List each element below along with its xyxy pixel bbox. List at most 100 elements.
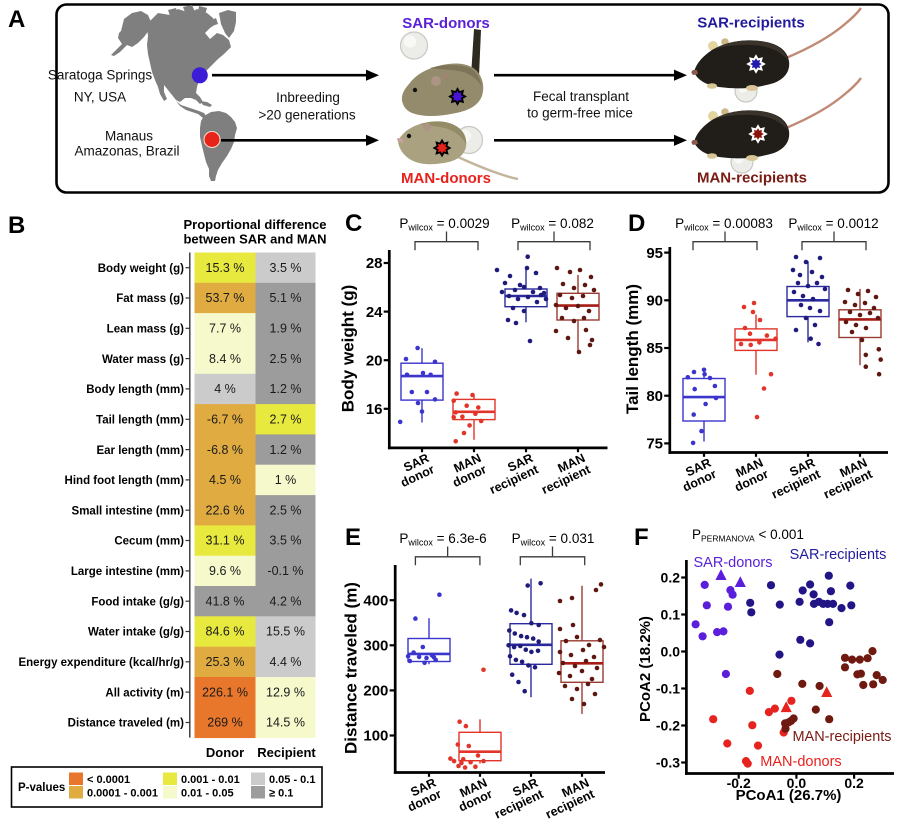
svg-text:3.5 %: 3.5 %: [270, 534, 302, 548]
svg-text:Large intestine (mm): Large intestine (mm): [71, 566, 184, 578]
svg-text:0.0: 0.0: [787, 775, 807, 791]
svg-text:SAR-recipients: SAR-recipients: [697, 15, 805, 32]
svg-text:Fecal transplant: Fecal transplant: [533, 89, 629, 104]
svg-text:84.6 %: 84.6 %: [206, 625, 245, 639]
svg-text:1.2 %: 1.2 %: [270, 443, 302, 457]
svg-text:P-values: P-values: [18, 782, 65, 794]
svg-text:Body weight (g): Body weight (g): [98, 263, 184, 275]
svg-text:80: 80: [646, 388, 663, 405]
svg-text:D: D: [628, 210, 645, 237]
svg-text:Pwilcox = 0.082: Pwilcox = 0.082: [511, 216, 594, 233]
svg-text:Pwilcox = 6.3e-6: Pwilcox = 6.3e-6: [399, 531, 486, 548]
svg-text:75: 75: [646, 436, 663, 453]
svg-text:-0.1: -0.1: [656, 680, 680, 696]
svg-text:0.0001 - 0.001: 0.0001 - 0.001: [87, 788, 158, 800]
svg-text:A: A: [8, 6, 25, 33]
svg-text:E: E: [345, 524, 361, 551]
svg-text:Tail length (mm): Tail length (mm): [96, 415, 184, 427]
svg-text:Saratoga Springs: Saratoga Springs: [48, 68, 153, 83]
svg-text:Donor: Donor: [206, 745, 244, 760]
svg-text:25.3 %: 25.3 %: [206, 655, 245, 669]
svg-text:All activity (m): All activity (m): [105, 687, 184, 699]
svg-text:4.4 %: 4.4 %: [270, 655, 302, 669]
svg-text:20: 20: [366, 352, 383, 369]
svg-text:0.0: 0.0: [661, 643, 681, 659]
svg-text:Pwilcox = 0.00083: Pwilcox = 0.00083: [675, 216, 773, 233]
svg-text:15.3 %: 15.3 %: [206, 261, 245, 275]
svg-text:0.05 - 0.1: 0.05 - 0.1: [269, 774, 315, 786]
svg-text:269 %: 269 %: [207, 716, 242, 730]
svg-text:PCoA2 (18.2%): PCoA2 (18.2%): [637, 616, 654, 722]
svg-text:C: C: [345, 210, 362, 237]
svg-text:Pwilcox = 0.031: Pwilcox = 0.031: [512, 531, 595, 548]
svg-text:85: 85: [646, 340, 663, 357]
svg-text:-6.8 %: -6.8 %: [207, 443, 243, 457]
svg-text:Small intestine (mm): Small intestine (mm): [72, 505, 185, 517]
svg-text:MAN-donors: MAN-donors: [760, 754, 841, 770]
svg-text:Inbreeding: Inbreeding: [276, 90, 340, 105]
svg-text:100: 100: [363, 728, 388, 745]
svg-text:400: 400: [363, 592, 388, 609]
svg-text:Tail length (mm): Tail length (mm): [623, 284, 642, 414]
svg-text:Cecum (mm): Cecum (mm): [114, 536, 184, 548]
svg-text:200: 200: [363, 683, 388, 700]
svg-text:0.2: 0.2: [661, 569, 681, 585]
svg-text:F: F: [634, 524, 649, 551]
svg-text:24: 24: [366, 304, 383, 321]
svg-text:2.7 %: 2.7 %: [270, 413, 302, 427]
svg-text:Amazonas, Brazil: Amazonas, Brazil: [74, 144, 179, 159]
svg-text:2.5 %: 2.5 %: [270, 503, 302, 517]
svg-text:B: B: [8, 212, 25, 239]
svg-text:1.9 %: 1.9 %: [270, 322, 302, 336]
svg-text:4.2 %: 4.2 %: [270, 594, 302, 608]
svg-text:226.1 %: 226.1 %: [202, 685, 248, 699]
svg-text:300: 300: [363, 638, 388, 655]
svg-text:Manaus: Manaus: [105, 129, 153, 144]
svg-text:MAN-recipients: MAN-recipients: [697, 170, 807, 187]
svg-text:Distance traveled (m): Distance traveled (m): [68, 718, 184, 730]
svg-text:NY, USA: NY, USA: [74, 90, 126, 105]
svg-text:0.001 - 0.01: 0.001 - 0.01: [181, 774, 240, 786]
svg-text:Body length (mm): Body length (mm): [86, 384, 184, 396]
svg-text:Pwilcox = 0.0029: Pwilcox = 0.0029: [399, 216, 489, 233]
svg-text:1 %: 1 %: [275, 473, 297, 487]
svg-text:4 %: 4 %: [214, 382, 236, 396]
svg-text:MAN-donors: MAN-donors: [401, 170, 491, 187]
svg-text:Fat mass (g): Fat mass (g): [116, 293, 184, 305]
svg-text:0.2: 0.2: [844, 775, 864, 791]
svg-text:-6.7 %: -6.7 %: [207, 413, 243, 427]
svg-text:31.1 %: 31.1 %: [206, 534, 245, 548]
svg-text:-0.2: -0.2: [727, 775, 751, 791]
svg-text:MAN-recipients: MAN-recipients: [792, 729, 891, 745]
svg-text:PCoA1 (26.7%): PCoA1 (26.7%): [736, 787, 842, 804]
svg-text:95: 95: [646, 245, 663, 262]
svg-text:15.5 %: 15.5 %: [266, 625, 305, 639]
svg-text:Food intake (g/g): Food intake (g/g): [91, 596, 184, 608]
svg-text:< 0.0001: < 0.0001: [87, 774, 130, 786]
svg-text:Proportional difference: Proportional difference: [183, 217, 326, 232]
svg-text:Body weight (g): Body weight (g): [339, 285, 358, 412]
svg-text:>20 generations: >20 generations: [258, 108, 355, 123]
svg-text:53.7 %: 53.7 %: [206, 291, 245, 305]
svg-text:SAR-donors: SAR-donors: [402, 15, 490, 32]
svg-text:2.5 %: 2.5 %: [270, 352, 302, 366]
svg-text:1.2 %: 1.2 %: [270, 382, 302, 396]
svg-text:90: 90: [646, 293, 663, 310]
svg-text:Water mass (g): Water mass (g): [102, 354, 184, 366]
svg-text:14.5 %: 14.5 %: [266, 716, 305, 730]
svg-text:Hind foot length (mm): Hind foot length (mm): [65, 475, 185, 487]
svg-text:16: 16: [366, 401, 383, 418]
svg-text:28: 28: [366, 255, 383, 272]
svg-text:0.01 - 0.05: 0.01 - 0.05: [181, 788, 234, 800]
svg-text:Lean mass (g): Lean mass (g): [107, 324, 184, 336]
svg-text:41.8 %: 41.8 %: [206, 594, 245, 608]
svg-text:Distance traveled (m): Distance traveled (m): [342, 582, 361, 754]
svg-text:12.9 %: 12.9 %: [266, 685, 305, 699]
svg-text:-0.2: -0.2: [656, 717, 680, 733]
svg-text:between SAR and MAN: between SAR and MAN: [183, 232, 326, 247]
svg-text:9.6 %: 9.6 %: [209, 564, 241, 578]
svg-text:5.1 %: 5.1 %: [270, 291, 302, 305]
svg-text:7.7 %: 7.7 %: [209, 322, 241, 336]
svg-text:Water intake (g/g): Water intake (g/g): [88, 627, 184, 639]
svg-text:SAR-recipients: SAR-recipients: [790, 547, 887, 563]
